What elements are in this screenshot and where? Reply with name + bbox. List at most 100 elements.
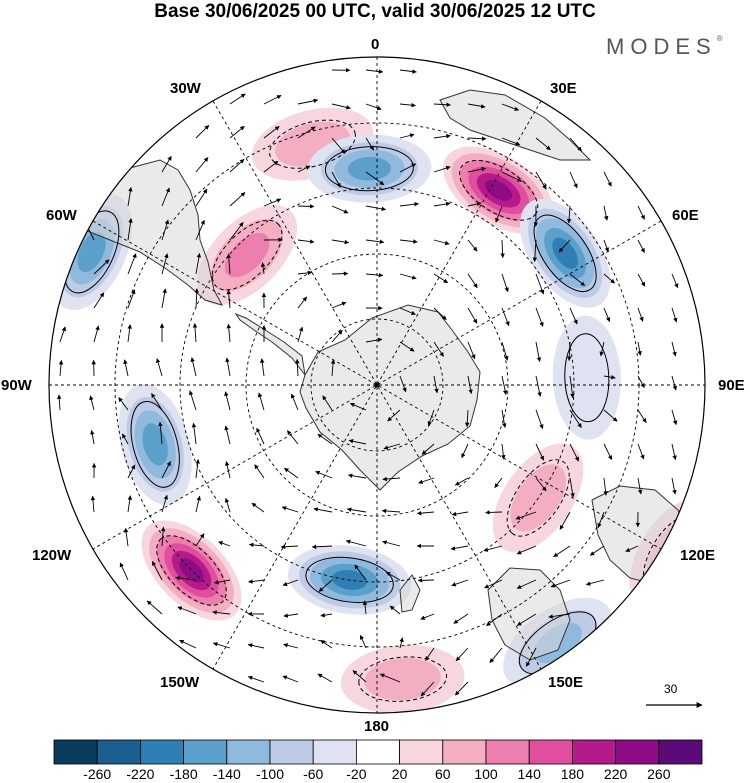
wind-arrow-121 — [535, 341, 542, 362]
wind-arrow-81 — [433, 273, 449, 284]
anomaly-cell-7 — [141, 520, 242, 621]
wind-arrow-13 — [229, 125, 245, 139]
wind-arrow-170 — [317, 433, 333, 445]
wind-arrow-58 — [229, 222, 244, 241]
anomaly-band-9-1 — [364, 658, 441, 701]
colorbar-swatch-5 — [269, 739, 314, 765]
wind-arrow-89 — [93, 292, 105, 309]
pole-point — [374, 382, 380, 388]
colorbar-swatch-3 — [183, 739, 228, 765]
colorbar-swatch-12 — [572, 739, 617, 765]
wind-arrow-101 — [501, 307, 510, 327]
wind-arrow-212 — [515, 511, 537, 520]
wind-arrow-51 — [566, 205, 572, 224]
wind-arrow-155 — [427, 409, 435, 426]
wind-arrow-167 — [224, 425, 231, 445]
wind-arrow-82 — [467, 273, 478, 289]
wind-arrow-60 — [297, 239, 315, 244]
meridian-30e — [212, 100, 542, 670]
wind-arrow-236 — [248, 579, 265, 584]
wind-arrow-65 — [467, 239, 478, 252]
wind-arrow-267 — [425, 647, 435, 661]
wind-arrow-233 — [151, 561, 163, 581]
colorbar — [53, 739, 703, 765]
wind-arrow-98 — [399, 307, 416, 315]
wind-arrow-187 — [284, 467, 299, 479]
wind-arrow-3 — [229, 93, 246, 105]
wind-arrow-117 — [399, 341, 415, 352]
wind-arrow-249 — [212, 610, 231, 615]
wind-arrow-57 — [195, 219, 205, 241]
wind-arrow-166 — [191, 422, 197, 445]
wind-arrow-251 — [283, 613, 299, 618]
wind-arrow-100 — [467, 307, 478, 324]
wind-arrow-194 — [535, 477, 547, 492]
wind-arrow-244 — [516, 579, 537, 589]
wind-arrow-171 — [348, 439, 367, 445]
wind-arrow-137 — [467, 375, 473, 395]
wind-arrow-165 — [158, 421, 163, 445]
wind-arrow-157 — [501, 409, 507, 428]
wind-arrow-178 — [603, 443, 613, 461]
wind-arrow-273 — [317, 673, 333, 683]
wind-arrow-207 — [346, 507, 367, 513]
contour-line-0 — [269, 119, 356, 169]
wind-arrow-259 — [548, 613, 571, 619]
contour-line-7 — [156, 535, 227, 606]
wind-arrow-21 — [501, 137, 521, 146]
wind-arrow-163 — [90, 429, 95, 445]
wind-arrow-68 — [558, 239, 571, 253]
colorbar-swatch-1 — [96, 739, 141, 765]
marie-byrd-islands-shape — [399, 574, 421, 613]
wind-arrow-5 — [297, 98, 319, 105]
wind-arrow-49 — [495, 205, 503, 223]
wind-arrow-208 — [381, 508, 401, 514]
wind-arrow-257 — [486, 613, 503, 627]
wind-arrow-195 — [569, 477, 575, 498]
wind-arrow-44 — [331, 205, 349, 214]
contour-group-7 — [156, 535, 227, 606]
wind-arrow-18 — [399, 133, 415, 139]
latitude-circle-60s — [179, 187, 575, 583]
wind-arrow-79 — [365, 272, 384, 278]
wind-arrow-168 — [256, 427, 265, 445]
wind-arrow-261 — [212, 642, 231, 649]
wind-arrow-28 — [297, 165, 311, 173]
contour-group-12 — [506, 459, 570, 537]
wind-arrow-118 — [433, 341, 444, 357]
wind-arrow-203 — [224, 497, 231, 513]
wind-arrow-268 — [455, 647, 469, 662]
wind-arrow-85 — [569, 273, 586, 287]
wind-arrow-228 — [516, 545, 537, 555]
wind-arrow-191 — [418, 477, 435, 484]
colorbar-tick-label: 220 — [603, 766, 628, 782]
wind-arrow-145 — [89, 395, 95, 411]
wind-arrow-263 — [283, 643, 299, 649]
wind-arrow-258 — [516, 613, 537, 626]
wind-arrow-179 — [637, 443, 645, 460]
contour-group-6 — [130, 401, 180, 488]
wind-arrow-158 — [535, 409, 544, 430]
wind-arrow-221 — [280, 544, 299, 550]
label-120w: 120W — [32, 547, 72, 564]
colorbar-swatch-10 — [485, 739, 530, 765]
wind-arrow-115 — [331, 329, 343, 343]
colorbar-tick-label: 140 — [517, 766, 541, 782]
contour-group-5 — [211, 219, 283, 291]
wind-arrow-135 — [399, 375, 407, 393]
wind-arrow-76 — [260, 262, 266, 275]
label-90e: 90E — [718, 377, 745, 394]
wind-arrow-105 — [637, 307, 644, 322]
wind-arrow-15 — [297, 126, 316, 139]
wind-arrow-185 — [224, 461, 231, 479]
registered-mark: ® — [716, 34, 723, 43]
anomaly-band-5-2 — [224, 232, 270, 278]
wind-arrow-151 — [290, 393, 299, 411]
wind-arrow-229 — [553, 545, 571, 558]
wind-arrow-16 — [331, 137, 346, 154]
wind-arrow-70 — [637, 239, 645, 253]
wind-arrow-180 — [671, 443, 677, 461]
wind-arrow-264 — [320, 639, 333, 649]
wind-arrow-106 — [671, 307, 678, 323]
brand-logo: MODES® — [606, 34, 723, 60]
